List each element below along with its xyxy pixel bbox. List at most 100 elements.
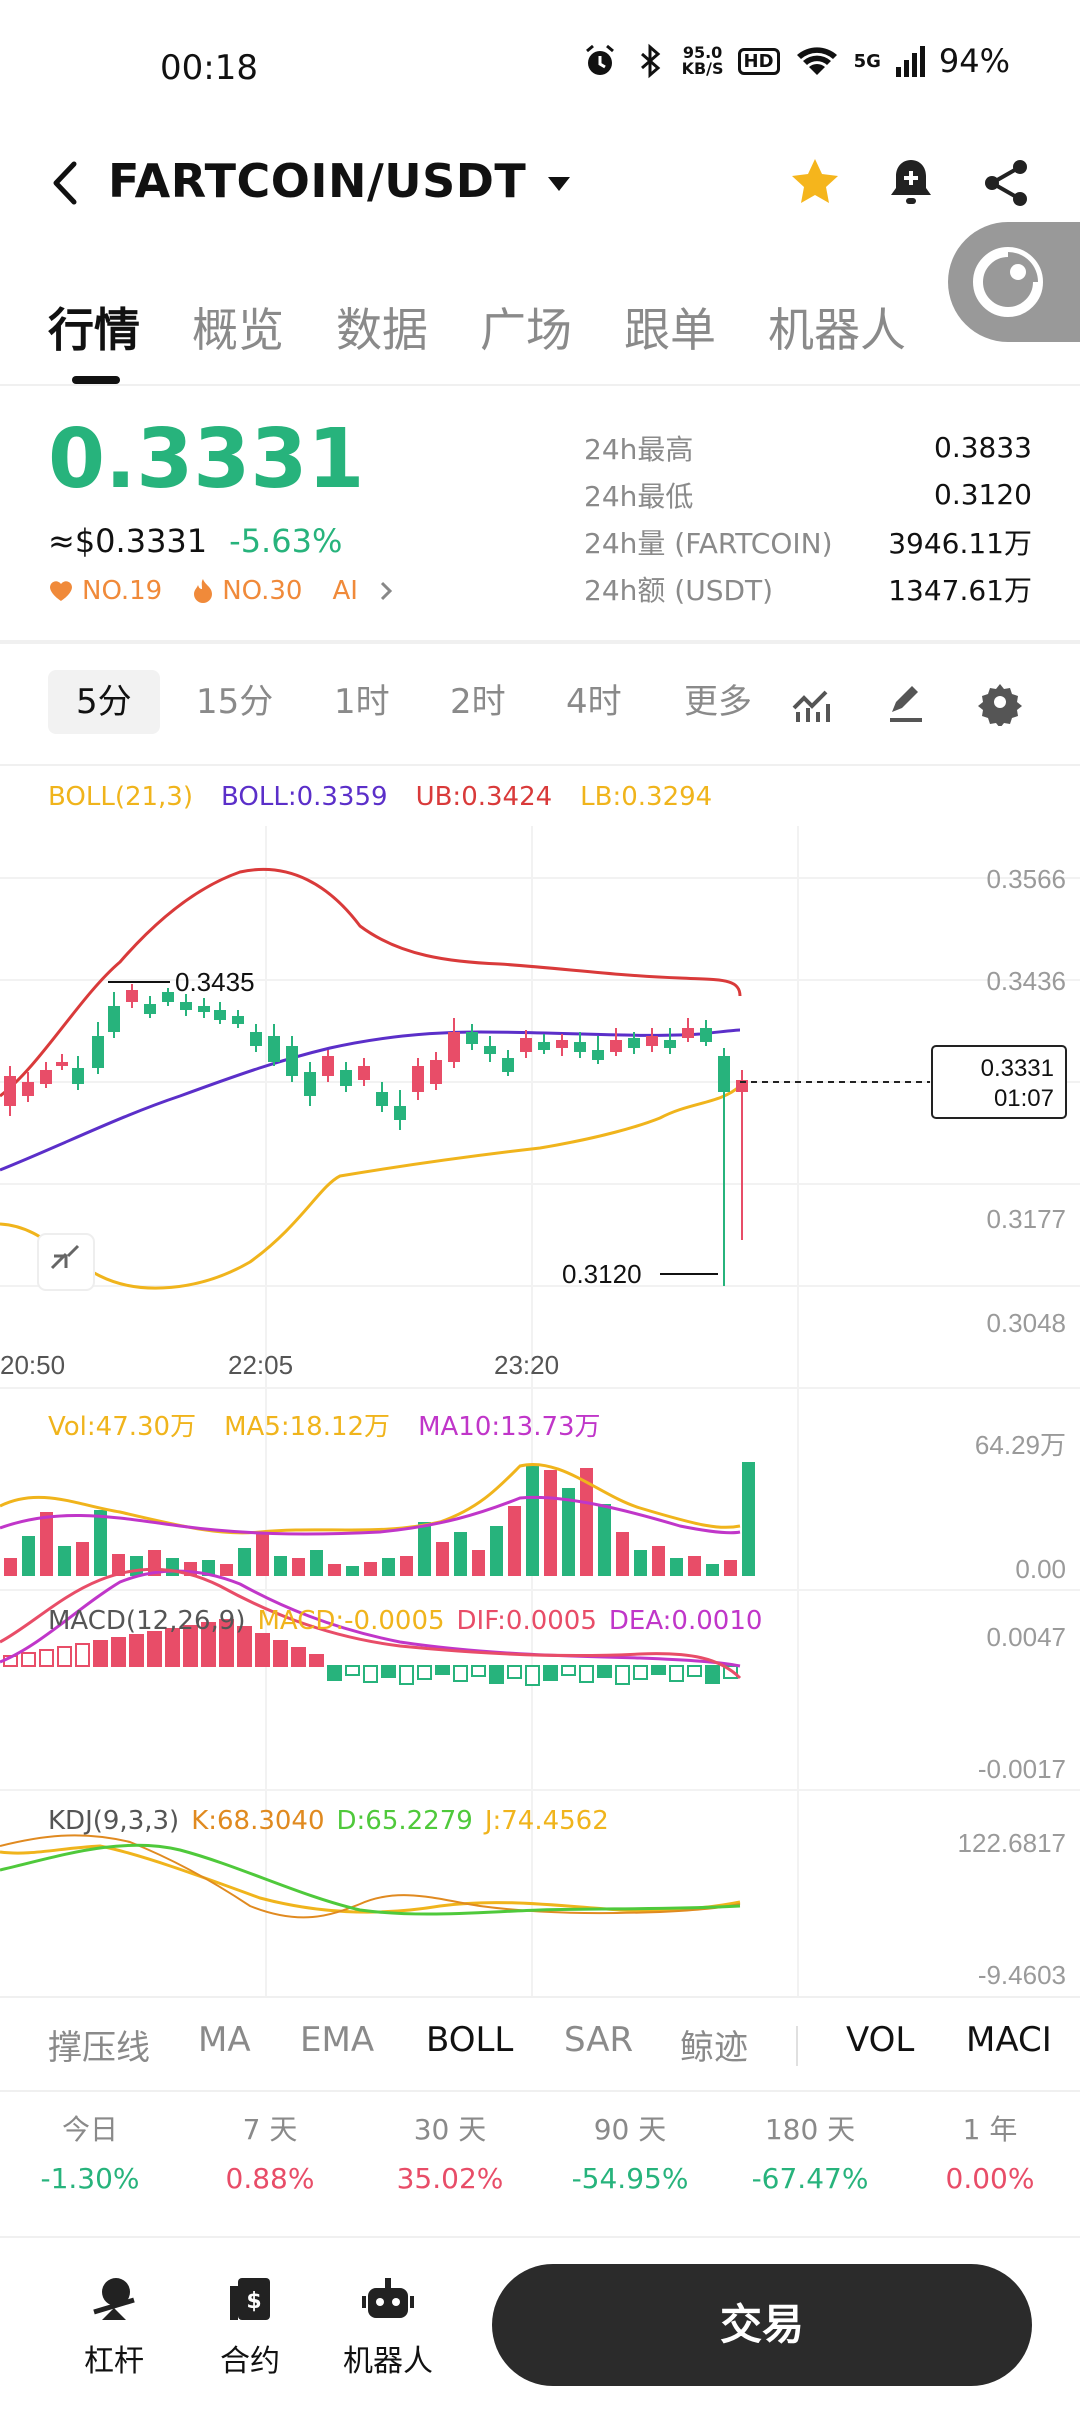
back-icon[interactable] bbox=[44, 158, 88, 208]
section-tabs: 行情 概览 数据 广场 跟单 机器人 bbox=[0, 290, 1080, 386]
price-alert-icon[interactable] bbox=[882, 154, 940, 212]
status-bar: 00:18 95.0 KB/S HD 5G 94% bbox=[0, 0, 1080, 140]
candle-body bbox=[250, 1032, 262, 1046]
volume-bar bbox=[580, 1468, 593, 1576]
indicator-tabs: 撑压线 MA EMA BOLL SAR 鲸迹 VOL MACI bbox=[0, 2010, 1080, 2080]
candle-body bbox=[144, 1004, 156, 1014]
macd-bar bbox=[57, 1646, 72, 1667]
tab-overview[interactable]: 概览 bbox=[192, 303, 284, 357]
candles bbox=[4, 984, 748, 1286]
macd-bar bbox=[453, 1665, 468, 1682]
candle-body bbox=[376, 1092, 388, 1106]
time-axis-label: 23:20 bbox=[494, 1350, 559, 1380]
kdj-axis-label: -9.4603 bbox=[978, 1960, 1066, 1990]
rank-tag-hot[interactable]: NO.30 bbox=[192, 576, 302, 606]
timeframe-more[interactable]: 更多 bbox=[684, 682, 752, 722]
indicator-sar[interactable]: SAR bbox=[564, 2020, 634, 2060]
indicator-support-resistance[interactable]: 撑压线 bbox=[48, 2028, 150, 2068]
pair-dropdown-icon[interactable] bbox=[546, 174, 572, 194]
stat-row-high: 24h最高 0.3833 bbox=[584, 431, 1032, 466]
macd-dea-line bbox=[0, 1569, 741, 1668]
indicator-whale[interactable]: 鲸迹 bbox=[680, 2028, 748, 2068]
candle-body bbox=[162, 992, 174, 1002]
volume-bar bbox=[130, 1556, 143, 1576]
tab-data[interactable]: 数据 bbox=[336, 303, 428, 357]
volume-bar bbox=[112, 1554, 125, 1576]
volume-bar bbox=[166, 1558, 179, 1576]
candle-body bbox=[72, 1068, 84, 1084]
perf-today: 今日 -1.30% bbox=[40, 2113, 140, 2195]
pair-title[interactable]: FARTCOIN/USDT bbox=[108, 154, 527, 208]
draw-tool-icon[interactable] bbox=[882, 678, 930, 726]
indicator-boll[interactable]: BOLL bbox=[426, 2020, 514, 2060]
candle-body bbox=[592, 1050, 604, 1060]
volume-bar bbox=[418, 1522, 431, 1576]
timeframe-15m[interactable]: 15分 bbox=[196, 682, 274, 722]
tab-market[interactable]: 行情 bbox=[48, 303, 140, 357]
heart-icon bbox=[50, 581, 72, 601]
volume-bar bbox=[616, 1532, 629, 1576]
candle-body bbox=[40, 1070, 52, 1084]
ai-tag[interactable]: AI bbox=[332, 576, 393, 606]
last-price: 0.3331 bbox=[48, 412, 365, 507]
volume-bar bbox=[310, 1550, 323, 1576]
price-change: -5.63% bbox=[229, 522, 343, 560]
volume-bar bbox=[742, 1462, 755, 1576]
floating-assistant-button[interactable] bbox=[948, 222, 1080, 342]
price-sub: ≈$0.3331 -5.63% bbox=[48, 522, 342, 560]
kdj-d-line bbox=[0, 1843, 741, 1916]
volume-bar bbox=[670, 1558, 683, 1576]
indicator-icon[interactable] bbox=[788, 678, 836, 726]
share-icon[interactable] bbox=[978, 154, 1036, 212]
macd-bar bbox=[543, 1665, 558, 1681]
timeframe-1h[interactable]: 1时 bbox=[334, 682, 390, 722]
timeframe-5m[interactable]: 5分 bbox=[48, 670, 160, 734]
macd-bar bbox=[381, 1665, 396, 1678]
macd-bar bbox=[705, 1665, 720, 1684]
volume-bar bbox=[292, 1558, 305, 1576]
favorite-star-icon[interactable] bbox=[786, 154, 844, 212]
volume-bar bbox=[724, 1560, 737, 1576]
alarm-icon bbox=[585, 44, 614, 75]
macd-bar bbox=[615, 1665, 630, 1685]
macd-bar bbox=[399, 1665, 414, 1685]
tab-copy-trade[interactable]: 跟单 bbox=[624, 303, 716, 357]
macd-bar bbox=[579, 1665, 594, 1683]
macd-bar bbox=[39, 1649, 54, 1667]
indicator-ma[interactable]: MA bbox=[198, 2020, 251, 2060]
indicator-macd[interactable]: MACI bbox=[966, 2020, 1052, 2060]
candle-body bbox=[180, 1002, 192, 1010]
candle-body bbox=[304, 1072, 316, 1096]
active-tab-indicator bbox=[72, 376, 120, 384]
tab-square[interactable]: 广场 bbox=[480, 303, 572, 357]
indicator-ema[interactable]: EMA bbox=[300, 2020, 375, 2060]
rank-tag-heart[interactable]: NO.19 bbox=[48, 576, 162, 606]
chart-settings-gear-icon[interactable] bbox=[976, 678, 1024, 726]
candle-countdown: 01:07 bbox=[994, 1085, 1054, 1112]
macd-bar bbox=[471, 1665, 486, 1677]
candle-body bbox=[520, 1038, 532, 1052]
macd-bar bbox=[111, 1637, 126, 1667]
candle-body bbox=[56, 1062, 68, 1066]
candle-body bbox=[448, 1032, 460, 1062]
nav-futures[interactable]: $ 合约 bbox=[200, 2272, 300, 2380]
timeframe-2h[interactable]: 2时 bbox=[450, 682, 506, 722]
candle-body bbox=[538, 1042, 550, 1050]
kdj-legend: KDJ(9,3,3) K:68.3040 D:65.2279 J:74.4562 bbox=[48, 1806, 609, 1836]
volume-bar bbox=[508, 1506, 521, 1576]
candle-body bbox=[628, 1038, 640, 1048]
timeframe-4h[interactable]: 4时 bbox=[566, 682, 622, 722]
kline-chart[interactable]: 0.3435 0.3120 0.3331 01:07 0.3566 0.3436… bbox=[0, 766, 1080, 1996]
divider bbox=[0, 1996, 1080, 1998]
trade-button[interactable]: 交易 bbox=[492, 2264, 1032, 2386]
candle-body bbox=[198, 1006, 210, 1012]
volume-bar bbox=[346, 1566, 359, 1576]
nav-bots[interactable]: 机器人 bbox=[338, 2272, 438, 2380]
24h-stats: 24h最高 0.3833 24h最低 0.3120 24h量 (FARTCOIN) 3… bbox=[584, 424, 1032, 612]
divider bbox=[0, 764, 1080, 766]
indicator-vol[interactable]: VOL bbox=[846, 2020, 915, 2060]
volume-bar bbox=[436, 1542, 449, 1576]
nav-leverage[interactable]: 杠杆 bbox=[64, 2272, 164, 2380]
tab-bots[interactable]: 机器人 bbox=[768, 303, 906, 357]
kdj-j-line bbox=[0, 1844, 741, 1914]
